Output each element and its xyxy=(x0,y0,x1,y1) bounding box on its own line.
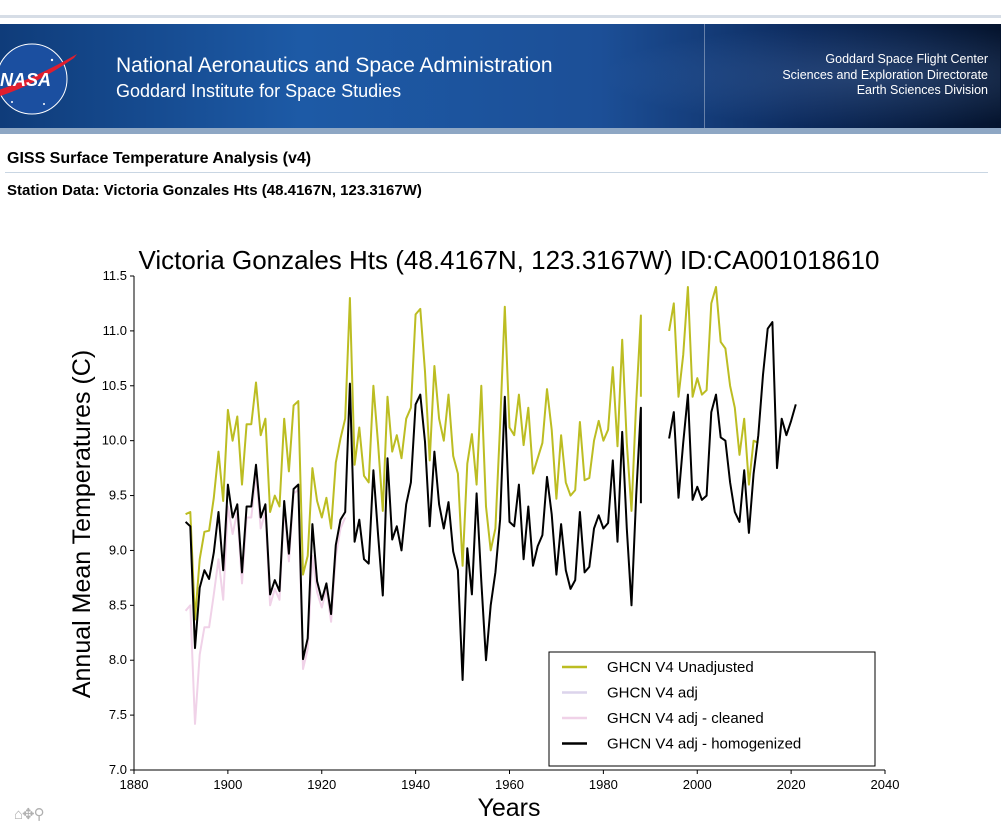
legend-label: GHCN V4 adj - cleaned xyxy=(607,710,764,727)
site-banner: NASA National Aeronautics and Space Admi… xyxy=(0,24,1001,134)
agency-name: National Aeronautics and Space Administr… xyxy=(116,54,553,77)
temperature-chart: 1880 1900 1920 1940 1960 1980 2000 2020 2040 7.0 7… xyxy=(68,245,900,822)
series-line-ghcn-v4-unadjusted-1 xyxy=(668,286,759,486)
y-tick-label: 7.0 xyxy=(109,762,127,777)
y-axis-label: Annual Mean Temperatures (C) xyxy=(68,350,96,698)
division-name[interactable]: Earth Sciences Division xyxy=(856,83,988,97)
y-tick-label: 8.5 xyxy=(109,597,127,612)
chart-legend: GHCN V4 Unadjusted GHCN V4 adj GHCN V4 adj… xyxy=(548,651,876,767)
x-tick-label: 1920 xyxy=(307,777,336,792)
x-tick-label: 2000 xyxy=(683,777,712,792)
legend-box xyxy=(548,651,876,767)
x-tick-label: 1900 xyxy=(213,777,242,792)
x-tick-label: 1880 xyxy=(120,777,149,792)
series-line-ghcn-v4-adj-homogenized-1 xyxy=(668,321,797,534)
x-tick-label: 1980 xyxy=(589,777,618,792)
y-tick-label: 7.5 xyxy=(109,707,127,722)
title-divider xyxy=(5,172,988,173)
legend-label: GHCN V4 Unadjusted xyxy=(607,659,754,676)
legend-label: GHCN V4 adj xyxy=(607,685,698,702)
y-tick-label: 11.5 xyxy=(103,268,127,283)
x-axis-label: Years xyxy=(477,794,540,822)
x-tick-label: 1940 xyxy=(401,777,430,792)
page-title: GISS Surface Temperature Analysis (v4) xyxy=(7,150,312,167)
y-tick-label: 10.5 xyxy=(102,378,127,393)
legend-label: GHCN V4 adj - homogenized xyxy=(607,736,801,753)
x-tick-label: 2040 xyxy=(871,777,900,792)
directorate-name[interactable]: Sciences and Exploration Directorate xyxy=(782,67,988,82)
chart-title: Victoria Gonzales Hts (48.4167N, 123.316… xyxy=(139,245,880,275)
center-info: Goddard Space Flight Center Sciences and… xyxy=(782,52,988,99)
y-tick-label: 9.5 xyxy=(109,488,127,503)
series-line-ghcn-v4-adj-homogenized-0 xyxy=(184,382,642,681)
top-strip xyxy=(0,0,1001,18)
plot-toolbar[interactable]: ⌂✥⚲ xyxy=(14,805,45,823)
nasa-logo-text: NASA xyxy=(0,70,51,90)
x-tick-label: 1960 xyxy=(495,777,524,792)
y-tick-label: 8.0 xyxy=(109,652,127,667)
y-tick-label: 11.0 xyxy=(103,323,127,338)
home-pan-zoom-icons[interactable]: ⌂✥⚲ xyxy=(14,806,45,823)
series-line-ghcn-v4-unadjusted-0 xyxy=(185,297,642,621)
x-tick-label: 2020 xyxy=(777,777,806,792)
institute-name: Goddard Institute for Space Studies xyxy=(116,81,402,101)
center-name[interactable]: Goddard Space Flight Center xyxy=(825,52,988,66)
nasa-logo-icon[interactable]: NASA xyxy=(0,40,78,118)
y-tick-label: 10.0 xyxy=(102,433,127,448)
y-tick-label: 9.0 xyxy=(109,542,127,557)
station-title: Station Data: Victoria Gonzales Hts (48.… xyxy=(7,182,422,199)
